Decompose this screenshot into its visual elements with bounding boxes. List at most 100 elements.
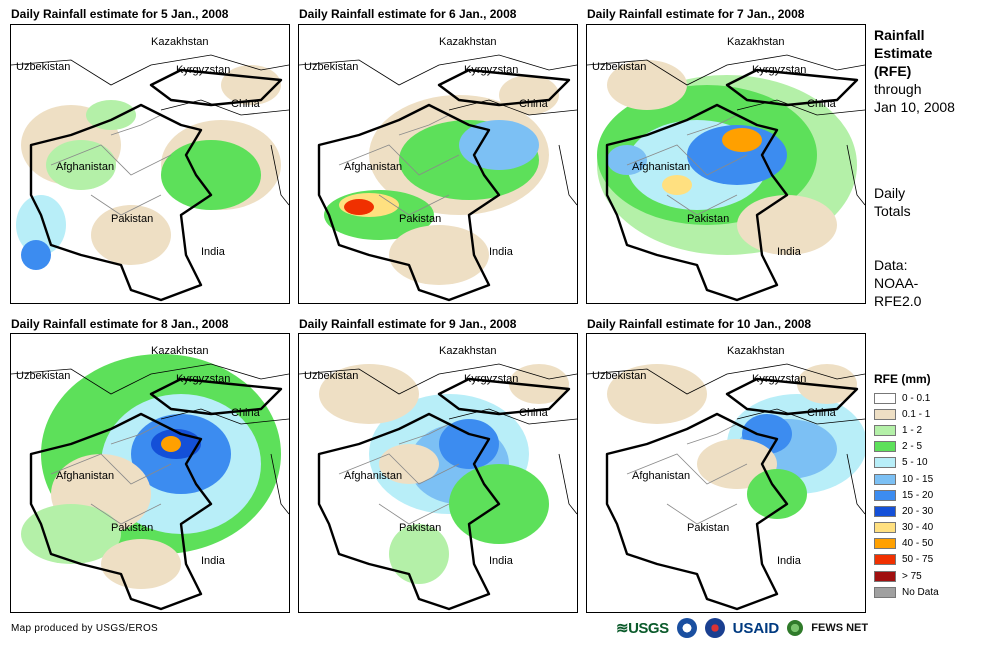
rainfall-map-jan7: Kazakhstan Uzbekistan Kyrgyzstan China Afgha… <box>586 24 866 304</box>
nasa-logo-icon <box>704 618 725 638</box>
province-lines <box>626 114 748 216</box>
rainfall-area <box>161 436 181 452</box>
legend-title: RFE (mm) <box>874 372 931 386</box>
map-label-kyrgyzstan: Kyrgyzstan <box>752 373 806 385</box>
map-label-kyrgyzstan: Kyrgyzstan <box>752 64 806 76</box>
rainfall-area <box>509 364 569 404</box>
map-canvas: Kazakhstan Uzbekistan Kyrgyzstan China Afgha… <box>587 36 865 302</box>
map-canvas: Kazakhstan Uzbekistan Kyrgyzstan China Afgha… <box>299 36 577 302</box>
legend-swatch <box>874 457 896 469</box>
rainfall-area <box>21 504 121 564</box>
rainfall-area <box>101 539 181 589</box>
focus-region-outline <box>605 68 859 302</box>
map-label-afghanistan: Afghanistan <box>632 470 690 482</box>
rainfall-area <box>607 145 647 175</box>
legend-item: 0 - 0.1 <box>874 390 939 406</box>
map-canvas: Kazakhstan Uzbekistan Kyrgyzstan China Afgha… <box>11 36 289 302</box>
map-label-india: India <box>201 246 226 258</box>
legend-item: 10 - 15 <box>874 471 939 487</box>
legend-swatch <box>874 392 896 404</box>
legend-swatch <box>874 408 896 420</box>
map-label-pakistan: Pakistan <box>687 522 729 534</box>
map-label-kyrgyzstan: Kyrgyzstan <box>464 64 518 76</box>
rainfall-area <box>161 140 261 210</box>
legend-item: 0.1 - 1 <box>874 406 939 422</box>
map-label-india: India <box>777 555 802 567</box>
map-credit: Map produced by USGS/EROS <box>11 623 159 634</box>
legend-swatch <box>874 505 896 517</box>
legend-swatch <box>874 554 896 566</box>
rainfall-area <box>344 199 374 215</box>
map-label-kazakhstan: Kazakhstan <box>727 36 784 48</box>
rainfall-area <box>747 469 807 519</box>
legend-item: No Data <box>874 584 939 600</box>
map-label-china: China <box>231 407 261 419</box>
panel-title: Daily Rainfall estimate for 6 Jan., 2008 <box>299 7 517 21</box>
legend-item: 30 - 40 <box>874 520 939 536</box>
map-label-kyrgyzstan: Kyrgyzstan <box>176 373 230 385</box>
map-label-china: China <box>807 407 837 419</box>
map-label-kyrgyzstan: Kyrgyzstan <box>464 373 518 385</box>
rainfall-area <box>459 120 539 170</box>
fews-globe-icon <box>787 620 804 636</box>
map-label-uzbekistan: Uzbekistan <box>16 61 70 73</box>
map-label-pakistan: Pakistan <box>399 522 441 534</box>
focus-region-outline <box>317 377 571 611</box>
logo-bar: ≋USGS USAID FEWS NET <box>616 618 868 638</box>
map-label-uzbekistan: Uzbekistan <box>16 370 70 382</box>
focus-region-outline <box>317 68 571 302</box>
legend-label: 1 - 2 <box>902 424 923 436</box>
map-label-uzbekistan: Uzbekistan <box>592 370 646 382</box>
map-label-kazakhstan: Kazakhstan <box>151 36 208 48</box>
data-source-note: Data: NOAA- RFE2.0 <box>874 257 922 309</box>
province-lines <box>50 114 172 216</box>
legend-label: 0 - 0.1 <box>902 392 931 404</box>
rainfall-area <box>797 364 857 404</box>
legend: 0 - 0.1 0.1 - 1 1 - 2 2 - 5 5 - 10 10 - 15 15 … <box>874 390 939 600</box>
rainfall-map-jan6: Kazakhstan Uzbekistan Kyrgyzstan China Afgha… <box>298 24 578 304</box>
rainfall-area <box>389 225 489 285</box>
legend-label: 5 - 10 <box>902 457 928 469</box>
fews-net-logo: FEWS NET <box>811 622 869 634</box>
legend-swatch <box>874 522 896 534</box>
panel-title: Daily Rainfall estimate for 10 Jan., 200… <box>587 317 812 331</box>
legend-label: No Data <box>902 586 939 598</box>
map-label-china: China <box>807 98 837 110</box>
legend-label: 20 - 30 <box>902 505 934 517</box>
rainfall-area <box>86 100 136 130</box>
rainfall-area <box>379 444 439 484</box>
panel-title: Daily Rainfall estimate for 5 Jan., 2008 <box>11 7 229 21</box>
province-lines <box>338 114 460 216</box>
focus-region-outline <box>29 68 283 302</box>
legend-swatch <box>874 424 896 436</box>
rainfall-area <box>499 75 559 115</box>
rainfall-area <box>389 524 449 584</box>
map-label-afghanistan: Afghanistan <box>56 470 114 482</box>
map-canvas: Kazakhstan Uzbekistan Kyrgyzstan China Afgha… <box>299 345 577 611</box>
map-canvas: Kazakhstan Uzbekistan Kyrgyzstan China Afgha… <box>11 345 289 611</box>
map-label-china: China <box>519 407 549 419</box>
legend-label: 0.1 - 1 <box>902 408 931 420</box>
border-lines <box>11 54 289 206</box>
province-lines <box>50 423 172 525</box>
border-lines <box>299 363 577 515</box>
rainfall-map-jan8: Kazakhstan Uzbekistan Kyrgyzstan China Afgha… <box>10 333 290 613</box>
legend-swatch <box>874 489 896 501</box>
legend-swatch <box>874 538 896 550</box>
legend-label: 40 - 50 <box>902 538 934 550</box>
map-canvas: Kazakhstan Uzbekistan Kyrgyzstan China Afgha… <box>587 345 865 611</box>
map-label-afghanistan: Afghanistan <box>344 161 402 173</box>
map-label-afghanistan: Afghanistan <box>56 161 114 173</box>
province-lines <box>626 423 748 525</box>
map-label-china: China <box>519 98 549 110</box>
legend-label: 15 - 20 <box>902 489 934 501</box>
map-label-india: India <box>777 246 802 258</box>
legend-swatch <box>874 473 896 485</box>
rainfall-area <box>16 195 66 255</box>
rainfall-map-jan9: Kazakhstan Uzbekistan Kyrgyzstan China Afgha… <box>298 333 578 613</box>
daily-totals-note: Daily Totals <box>874 185 911 219</box>
rainfall-area <box>46 140 116 190</box>
usgs-logo: ≋USGS <box>616 620 669 637</box>
map-label-kyrgyzstan: Kyrgyzstan <box>176 64 230 76</box>
map-label-china: China <box>231 98 261 110</box>
